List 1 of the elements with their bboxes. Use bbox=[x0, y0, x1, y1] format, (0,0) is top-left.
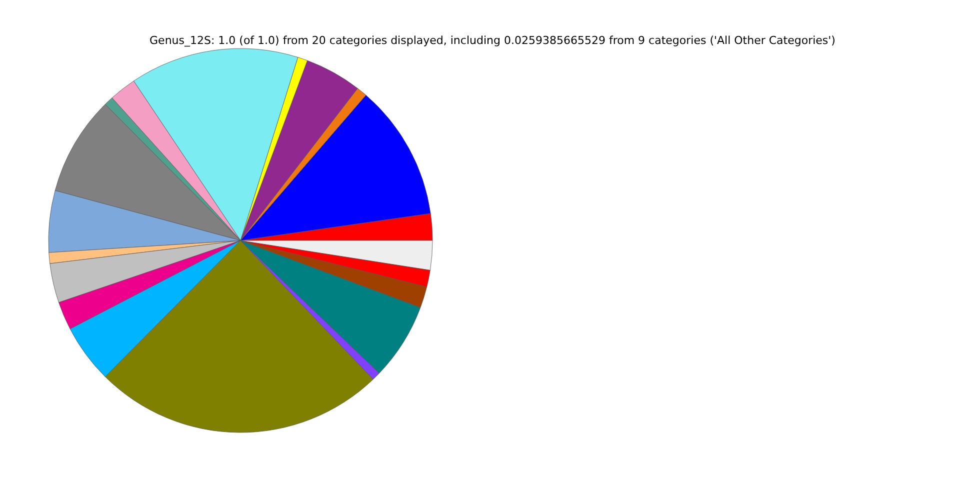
text: Genus_12S: 1.0 (of 1.0) from 20 categories displayed, including 0.0259385665529 from 9 categories ('All Other Categories') bbox=[150, 34, 836, 47]
